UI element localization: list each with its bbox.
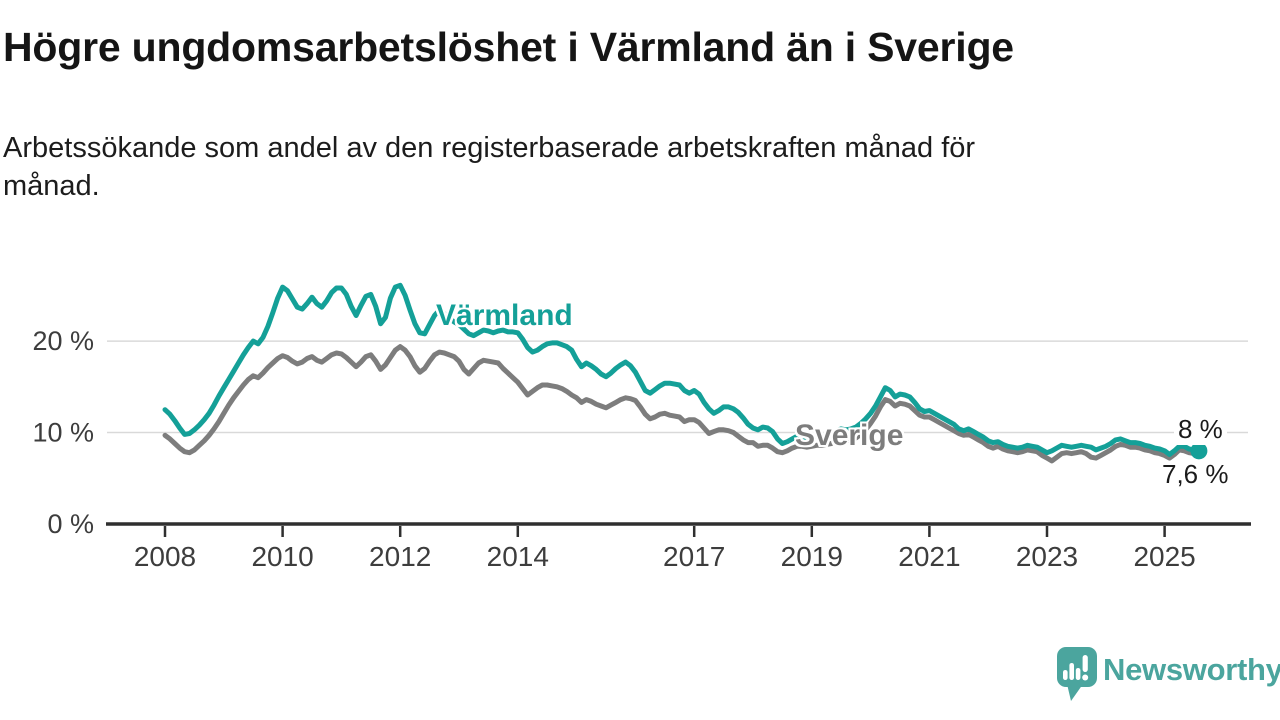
y-tick-label: 20 % [32, 326, 94, 356]
series-line-sverige [162, 344, 1202, 464]
newsworthy-logo-text: Newsworthy [1103, 652, 1280, 687]
x-tick-label: 2025 [1133, 541, 1195, 572]
newsworthy-logo: Newsworthy [1056, 646, 1280, 704]
series-end-dot [1190, 442, 1208, 460]
y-tick-label: 0 % [47, 509, 94, 539]
x-tick-label: 2012 [369, 541, 431, 572]
page-title: Högre ungdomsarbetslöshet i Värmland än … [3, 24, 1014, 70]
series-label-sverige: Sverige [795, 419, 904, 452]
y-tick-label: 10 % [32, 418, 94, 448]
series-label-varmland: Värmland [436, 299, 573, 332]
subtitle-line-2: månad. [3, 170, 100, 202]
x-tick-label: 2010 [251, 541, 313, 572]
series-line-vrmland [162, 282, 1202, 457]
x-tick-label: 2019 [781, 541, 843, 572]
newsworthy-logo-icon [1057, 647, 1097, 701]
end-value-sverige: 7,6 % [1162, 459, 1229, 489]
chart-subtitle: Arbetssökande som andel av den registerb… [3, 129, 975, 205]
subtitle-line-1: Arbetssökande som andel av den registerb… [3, 132, 976, 164]
end-value-varmland: 8 % [1174, 414, 1227, 445]
x-tick-label: 2023 [1016, 541, 1078, 572]
x-tick-label: 2021 [898, 541, 960, 572]
x-tick-label: 2017 [663, 541, 725, 572]
x-tick-label: 2008 [134, 541, 196, 572]
x-tick-label: 2014 [487, 541, 549, 572]
